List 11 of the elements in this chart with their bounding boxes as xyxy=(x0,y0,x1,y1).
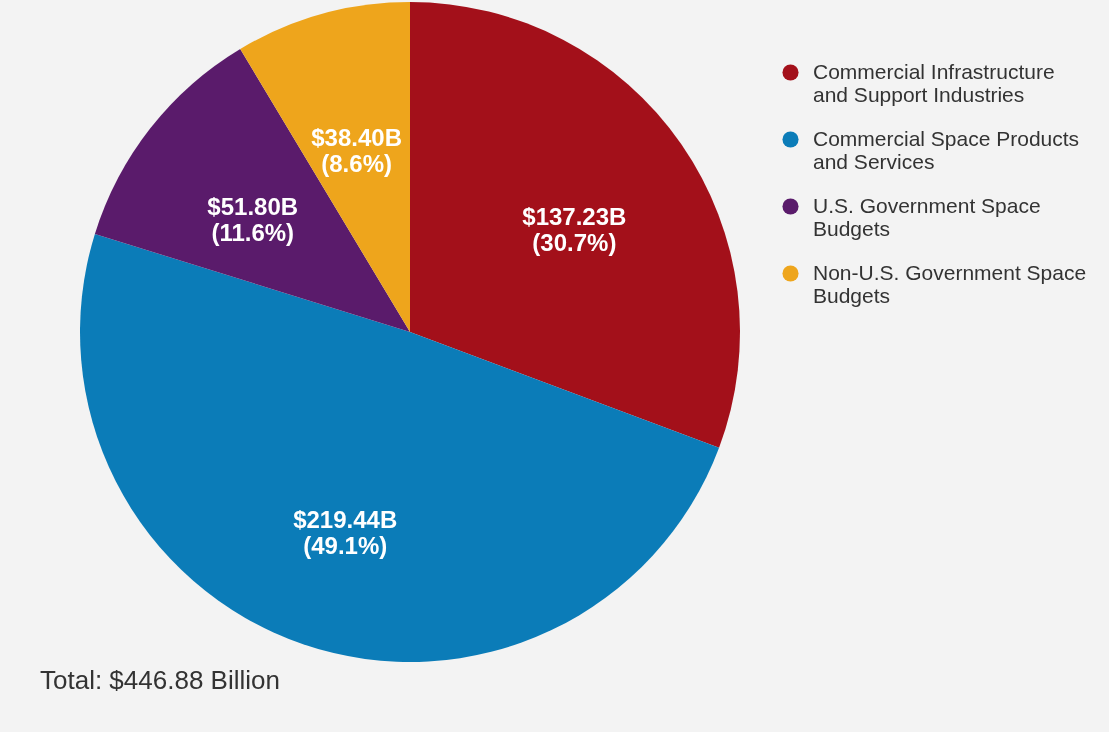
pie-slice xyxy=(94,49,410,332)
legend-label: Commercial Infrastructure and Support Industries xyxy=(813,59,1055,106)
legend-label: Commercial Space Products and Services xyxy=(813,126,1080,173)
legend-label: Non-U.S. Government Space Budgets xyxy=(813,260,1087,307)
data-label: $137.23B (30.7%) xyxy=(522,203,627,257)
pie-slice xyxy=(410,2,740,448)
legend-label: U.S. Government Space Budgets xyxy=(813,193,1041,240)
data-label: $51.80B (11.6%) xyxy=(207,193,299,247)
data-label: $219.44B (49.1%) xyxy=(293,506,398,560)
data-label: $38.40B (8.6%) xyxy=(311,124,402,178)
text: Total: $446.88 Billion xyxy=(40,665,280,695)
